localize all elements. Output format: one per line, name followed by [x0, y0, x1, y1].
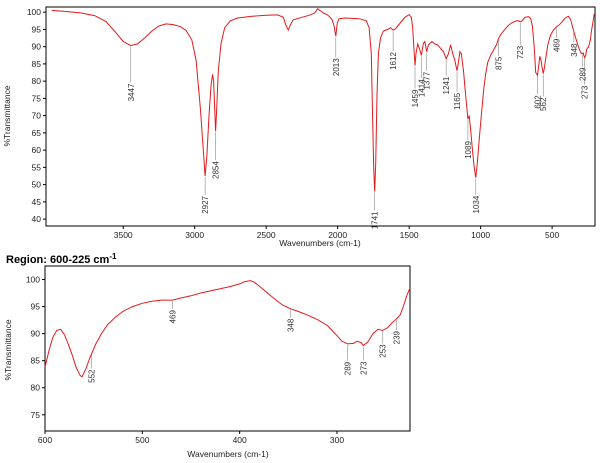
y-tick-label: 65 [32, 128, 42, 138]
y-tick-label: 50 [32, 180, 42, 190]
peak-label: 348 [286, 318, 295, 332]
region-peak-leaders [91, 301, 397, 369]
y-tick-label: 45 [32, 197, 42, 207]
x-tick-label: 600 [38, 435, 52, 445]
x-tick-label: 500 [545, 230, 559, 240]
main-plot-frame [45, 6, 596, 227]
y-tick-label: 90 [31, 329, 41, 339]
region-x-axis-label: Wavenumbers (cm-1) [187, 449, 269, 459]
region-title: Region: 600-225 cm-1 [6, 252, 117, 266]
peak-label: 2854 [212, 161, 221, 179]
y-tick-label: 95 [31, 302, 41, 312]
y-tick-label: 75 [32, 93, 42, 103]
peak-label: 1377 [423, 71, 432, 89]
y-tick-label: 100 [27, 7, 41, 17]
peak-label: 1089 [464, 141, 473, 159]
main-y-axis-label: %Transmittance [2, 85, 12, 146]
peak-label: 469 [169, 310, 178, 324]
x-tick-label: 3000 [185, 230, 204, 240]
peak-label: 602 [534, 95, 543, 109]
x-tick-label: 500 [135, 435, 149, 445]
peak-label: 273 [581, 85, 590, 99]
main-spectrum-chart: 100 95 90 85 80 75 70 65 60 55 50 45 40 3500 3000 2500… [2, 6, 596, 248]
peak-label: 1241 [442, 76, 451, 94]
region-plot-frame [44, 265, 411, 432]
y-tick-label: 55 [32, 162, 42, 172]
region-y-ticks: 100 95 90 85 80 75 [26, 275, 45, 420]
peak-label: 348 [570, 43, 579, 57]
peak-label: 1165 [453, 92, 462, 110]
peak-label: 875 [495, 56, 504, 70]
x-tick-label: 2000 [328, 230, 347, 240]
peak-label: 1034 [472, 195, 481, 213]
region-peak-labels: 552 469 348 289 273 253 239 [88, 310, 402, 383]
x-tick-label: 1500 [400, 230, 419, 240]
main-spectrum-line [51, 7, 595, 192]
y-tick-label: 80 [31, 383, 41, 393]
main-y-ticks: 100 95 90 85 80 75 70 65 60 55 50 45 40 [27, 7, 46, 224]
x-tick-label: 2500 [257, 230, 276, 240]
y-tick-label: 70 [32, 111, 42, 121]
peak-label: 469 [553, 38, 562, 52]
peak-label: 1459 [411, 89, 420, 107]
region-spectrum-line [44, 280, 411, 378]
peak-label: 2013 [332, 58, 341, 76]
region-spectrum-chart: 100 95 90 85 80 75 600 500 400 300 552 469 348 289 2… [3, 265, 411, 459]
peak-label: 253 [379, 344, 388, 358]
peak-label: 3447 [127, 83, 136, 101]
peak-label: 239 [392, 330, 401, 344]
x-tick-label: 300 [330, 435, 344, 445]
y-tick-label: 60 [32, 145, 42, 155]
main-x-axis-label: Wavenumbers (cm-1) [279, 238, 361, 248]
y-tick-label: 40 [32, 214, 42, 224]
peak-label: 289 [344, 361, 353, 375]
peak-label: 562 [539, 97, 548, 111]
x-tick-label: 1000 [471, 230, 490, 240]
y-tick-label: 80 [32, 76, 42, 86]
peak-label: 273 [359, 361, 368, 375]
peak-label: 2927 [201, 195, 210, 213]
peak-label: 1612 [389, 52, 398, 70]
y-tick-label: 95 [32, 24, 42, 34]
peak-label: 723 [516, 45, 525, 59]
y-tick-label: 85 [31, 356, 41, 366]
x-tick-label: 3500 [114, 230, 133, 240]
y-tick-label: 90 [32, 42, 42, 52]
peak-label: 1741 [371, 211, 380, 229]
region-x-ticks: 600 500 400 300 [38, 431, 344, 445]
peak-label: 1414 [417, 79, 426, 97]
x-tick-label: 400 [233, 435, 247, 445]
y-tick-label: 75 [31, 410, 41, 420]
y-tick-label: 85 [32, 59, 42, 69]
peak-label: 552 [88, 369, 97, 383]
main-x-ticks: 3500 3000 2500 2000 1500 1000 500 [114, 226, 559, 240]
main-peak-leaders [130, 22, 585, 211]
y-tick-label: 100 [26, 275, 40, 285]
region-y-axis-label: %Transmittance [3, 319, 13, 380]
peak-label: 289 [578, 67, 587, 81]
